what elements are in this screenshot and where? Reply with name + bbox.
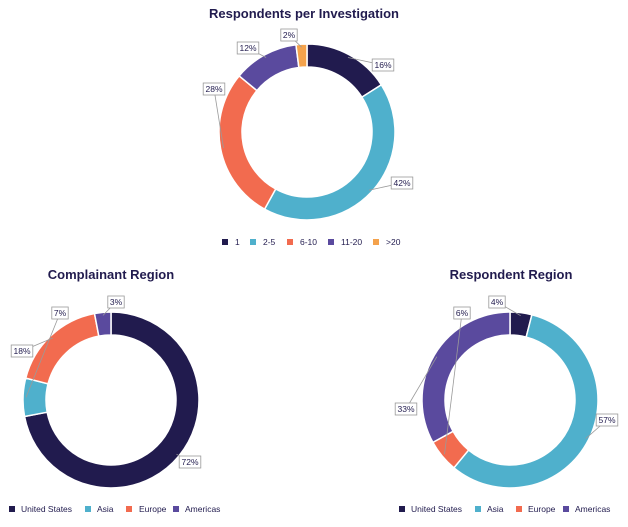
data-label: 42% (393, 178, 410, 188)
data-label: 12% (239, 43, 256, 53)
legend-swatch-11-20 (328, 239, 334, 245)
data-label: 16% (374, 60, 391, 70)
legend-label-americas: Americas (185, 504, 220, 514)
legend-swatch-americas (563, 506, 569, 512)
leader-line (405, 356, 438, 410)
donut-slice-americas (93, 311, 112, 338)
data-label-box (595, 413, 619, 427)
donut-slice-europe (24, 312, 100, 385)
data-label-box (178, 455, 202, 469)
legend-label-united-states: United States (411, 504, 462, 514)
data-label-box (280, 28, 298, 42)
data-label: 2% (283, 30, 296, 40)
legend-swatch-gt20 (373, 239, 379, 245)
legend-label-11-20: 11-20 (341, 237, 362, 247)
data-label-box (107, 295, 125, 309)
legend-label-europe: Europe (528, 504, 556, 514)
data-label: 3% (110, 297, 123, 307)
legend-label-asia: Asia (97, 504, 114, 514)
data-label: 4% (491, 297, 504, 307)
data-label: 18% (13, 346, 30, 356)
legend-label-1: 1 (235, 237, 240, 247)
donut-slice-1 (306, 43, 383, 99)
legend-label-united-states: United States (21, 504, 72, 514)
complainant-region-chart: Complainant Region 72% 7% 18% 3% United Sta… (9, 267, 220, 514)
chart-title: Respondent Region (450, 267, 573, 282)
donut-slice-gt20 (295, 43, 308, 69)
legend-label-europe: Europe (139, 504, 167, 514)
legend-swatch-europe (126, 506, 132, 512)
data-label: 6% (456, 308, 469, 318)
data-label-box (394, 402, 418, 416)
data-label-box (236, 41, 260, 55)
leader-line (213, 88, 224, 148)
donut-slice-asia (452, 313, 599, 489)
data-label: 7% (54, 308, 67, 318)
data-label-box (371, 58, 395, 72)
chart-title: Respondents per Investigation (209, 6, 399, 21)
respondents-per-investigation-chart: Respondents per Investigation 16% 42% 28% 1… (202, 6, 414, 247)
leader-line (444, 312, 463, 455)
data-label-box (202, 82, 226, 96)
data-label-box (390, 176, 414, 190)
legend-label-asia: Asia (487, 504, 504, 514)
data-label-box (453, 306, 471, 320)
data-label: 33% (397, 404, 414, 414)
legend-swatch-united-states (399, 506, 405, 512)
respondent-region-chart: Respondent Region 4% 57% 6% 33% United Stat… (394, 267, 619, 514)
donut-slice-asia (22, 377, 49, 418)
leader-line (25, 312, 61, 398)
legend-swatch-europe (516, 506, 522, 512)
data-label: 57% (598, 415, 615, 425)
legend-label-gt20: >20 (386, 237, 401, 247)
legend-swatch-6-10 (287, 239, 293, 245)
legend-swatch-americas (173, 506, 179, 512)
donut-slice-6-10 (218, 74, 277, 211)
data-label: 72% (181, 457, 198, 467)
data-label-box (488, 295, 506, 309)
legend-swatch-asia (85, 506, 91, 512)
legend-label-2-5: 2-5 (263, 237, 276, 247)
data-label-box (10, 344, 34, 358)
legend-label-6-10: 6-10 (300, 237, 317, 247)
chart-title: Complainant Region (48, 267, 174, 282)
data-label-box (51, 306, 69, 320)
donut-slice-americas (421, 311, 511, 444)
donut-slice-2-5 (263, 83, 396, 221)
donut-slice-united-states (23, 311, 200, 489)
legend-label-americas: Americas (575, 504, 610, 514)
legend-swatch-1 (222, 239, 228, 245)
data-label: 28% (205, 84, 222, 94)
legend-swatch-2-5 (250, 239, 256, 245)
legend-swatch-united-states (9, 506, 15, 512)
legend-swatch-asia (475, 506, 481, 512)
